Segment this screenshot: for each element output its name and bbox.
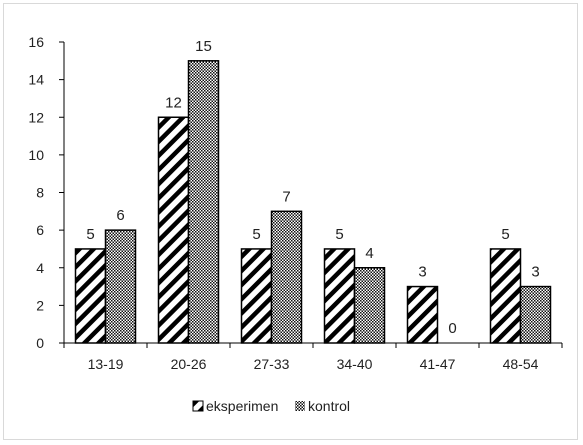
y-tick-label: 2 <box>36 297 44 313</box>
x-tick-label: 13-19 <box>88 356 124 372</box>
eksperimen-bar <box>240 248 273 344</box>
x-tick-label: 48-54 <box>503 356 539 372</box>
kontrol-bar <box>270 210 303 344</box>
legend-label-kontrol: kontrol <box>308 398 350 414</box>
data-label: 4 <box>365 245 373 262</box>
eksperimen-bar <box>157 116 190 344</box>
legend-label-eksperimen: eksperimen <box>206 398 278 414</box>
y-tick-label: 14 <box>28 72 44 88</box>
data-label: 12 <box>165 94 182 111</box>
x-tick-label: 20-26 <box>171 356 207 372</box>
data-label: 5 <box>501 226 509 243</box>
y-tick-label: 8 <box>36 185 44 201</box>
bars <box>74 60 552 344</box>
legend: eksperimen kontrol <box>192 398 350 414</box>
data-label: 3 <box>531 264 539 281</box>
kontrol-bar <box>187 60 220 344</box>
kontrol-bar <box>519 285 552 344</box>
legend-swatch-eksperimen <box>192 400 204 412</box>
data-label: 6 <box>116 207 124 224</box>
data-label: 0 <box>448 320 456 337</box>
kontrol-bar <box>353 267 386 344</box>
y-tick-label: 12 <box>28 109 44 125</box>
data-label: 7 <box>282 188 290 205</box>
data-labels: 5 6 12 15 5 7 5 4 3 0 5 3 <box>86 38 539 337</box>
data-label: 5 <box>86 226 94 243</box>
y-tick-label: 4 <box>36 260 44 276</box>
axes: 0 2 4 6 8 10 12 14 16 13-19 20-26 27-33 34-40 41-47 48… <box>28 34 563 372</box>
data-label: 15 <box>195 38 212 55</box>
y-tick-label: 0 <box>36 335 44 351</box>
x-tick-label: 41-47 <box>420 356 456 372</box>
data-label: 5 <box>252 226 260 243</box>
x-tick-label: 27-33 <box>254 356 290 372</box>
y-tick-label: 6 <box>36 222 44 238</box>
eksperimen-bar <box>406 285 439 344</box>
legend-swatch-kontrol <box>295 401 305 411</box>
eksperimen-bar <box>74 248 107 344</box>
data-label: 5 <box>335 226 343 243</box>
eksperimen-bar <box>323 248 356 344</box>
eksperimen-bar <box>489 248 522 344</box>
kontrol-bar <box>104 229 137 344</box>
data-label: 3 <box>418 264 426 281</box>
y-tick-label: 10 <box>28 147 44 163</box>
y-tick-label: 16 <box>28 34 44 50</box>
x-tick-label: 34-40 <box>337 356 373 372</box>
